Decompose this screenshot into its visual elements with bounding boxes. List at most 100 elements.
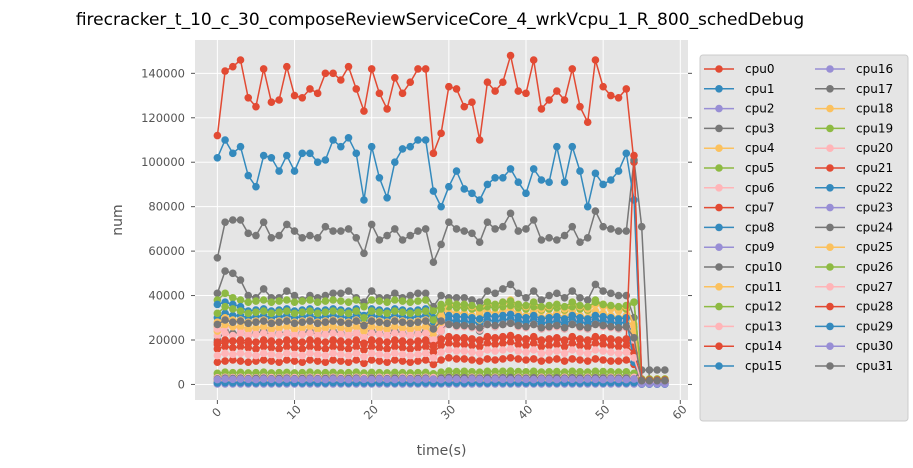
data-point: [591, 169, 600, 178]
data-point: [437, 341, 445, 350]
data-point: [329, 69, 337, 78]
data-point: [583, 296, 592, 304]
data-point: [622, 356, 631, 364]
data-point: [267, 319, 276, 328]
data-point: [236, 142, 245, 151]
data-point: [568, 332, 577, 341]
legend-label: cpu2: [745, 102, 774, 116]
data-point: [599, 312, 607, 321]
data-point: [468, 313, 476, 322]
data-point: [375, 297, 384, 305]
data-point: [468, 189, 476, 198]
legend-item-cpu6: cpu6: [704, 181, 774, 195]
data-point: [483, 298, 492, 307]
legend-label: cpu28: [856, 300, 893, 314]
legend-item-cpu0: cpu0: [704, 62, 774, 76]
data-point: [321, 297, 330, 305]
data-point: [290, 357, 299, 365]
data-point: [298, 308, 307, 317]
data-point: [475, 315, 484, 323]
data-point: [553, 321, 561, 330]
data-point: [529, 298, 538, 307]
data-point: [607, 301, 615, 310]
data-point: [460, 312, 469, 321]
data-point: [553, 333, 561, 342]
legend-item-cpu14: cpu14: [704, 339, 782, 353]
legend-marker: [715, 362, 723, 370]
data-point: [367, 317, 376, 325]
data-point: [445, 182, 453, 191]
data-point: [375, 343, 384, 352]
data-point: [583, 302, 592, 311]
data-point: [229, 149, 237, 158]
data-point: [437, 356, 445, 364]
data-point: [637, 376, 646, 385]
data-point: [267, 98, 276, 107]
data-point: [429, 360, 438, 369]
data-point: [298, 330, 307, 339]
data-point: [475, 196, 484, 204]
legend-marker: [826, 302, 834, 311]
data-point: [491, 300, 499, 309]
data-point: [313, 343, 322, 352]
data-point: [290, 375, 299, 384]
data-point: [375, 337, 384, 345]
data-point: [290, 167, 299, 175]
legend-item-cpu3: cpu3: [704, 121, 774, 135]
data-point: [252, 357, 260, 365]
data-point: [614, 336, 623, 344]
data-point: [306, 342, 314, 351]
data-point: [236, 322, 245, 331]
data-point: [653, 366, 661, 374]
legend-label: cpu19: [856, 121, 893, 135]
data-point: [259, 329, 268, 338]
data-point: [583, 233, 592, 242]
data-point: [483, 218, 492, 227]
data-point: [529, 332, 538, 341]
data-point: [421, 296, 430, 304]
data-point: [445, 218, 453, 227]
legend-label: cpu14: [745, 339, 782, 353]
data-point: [275, 231, 283, 240]
data-point: [460, 227, 469, 235]
data-point: [591, 207, 600, 215]
legend-marker: [715, 203, 723, 212]
data-point: [429, 187, 438, 195]
data-point: [445, 332, 453, 341]
data-point: [391, 349, 399, 358]
data-point: [414, 297, 422, 305]
data-point: [267, 298, 276, 307]
data-point: [283, 62, 291, 71]
data-point: [460, 340, 469, 349]
data-point: [545, 301, 553, 310]
legend-marker: [715, 223, 723, 232]
data-point: [421, 375, 430, 383]
legend-label: cpu6: [745, 181, 774, 195]
data-point: [406, 358, 415, 367]
data-point: [244, 171, 253, 180]
data-point: [213, 131, 222, 140]
data-point: [229, 305, 237, 313]
data-point: [360, 352, 368, 361]
data-point: [337, 343, 345, 352]
legend-label: cpu1: [745, 82, 774, 96]
data-point: [398, 357, 407, 365]
legend-item-cpu13: cpu13: [704, 319, 782, 333]
data-point: [229, 293, 237, 302]
legend-marker: [715, 283, 723, 291]
legend-item-cpu5: cpu5: [704, 161, 774, 175]
data-point: [576, 167, 584, 175]
data-point: [576, 348, 584, 357]
data-point: [391, 307, 399, 315]
data-point: [275, 318, 283, 327]
data-point: [499, 375, 507, 384]
data-point: [337, 350, 345, 359]
data-point: [475, 342, 484, 351]
data-point: [545, 356, 553, 364]
data-point: [421, 349, 430, 358]
data-point: [236, 329, 245, 338]
data-point: [252, 323, 260, 332]
legend-item-cpu28: cpu28: [815, 300, 893, 314]
data-point: [290, 337, 299, 345]
data-point: [514, 178, 523, 187]
